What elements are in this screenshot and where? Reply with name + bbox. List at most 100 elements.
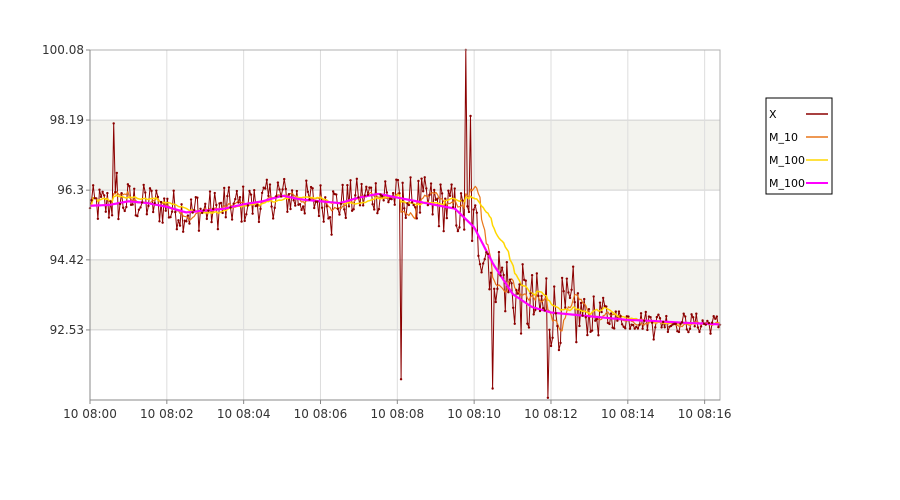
x-tick-label: 10 08:16 [678,407,732,421]
data-point [174,210,177,214]
data-point [690,313,693,316]
data-point [608,322,611,326]
data-point [324,196,327,199]
data-point [554,312,557,315]
data-point [202,209,205,212]
data-point [404,216,407,220]
data-point [303,212,306,215]
data-point [583,297,586,301]
data-point [420,177,423,180]
data-point [497,250,501,254]
data-point [379,193,382,196]
data-point [491,387,494,390]
data-point [455,224,458,227]
data-point [698,330,701,334]
data-point [189,198,193,201]
data-point [414,206,417,209]
data-point [110,214,114,217]
data-point [524,279,527,282]
data-point [330,233,333,236]
data-point [387,200,390,204]
data-point [562,290,565,293]
data-point [661,320,665,324]
data-point [483,257,486,261]
data-point [344,216,347,220]
data-point [91,184,95,187]
data-point [530,274,534,277]
data-point [532,313,535,316]
data-point [543,309,546,312]
data-point [451,205,455,209]
data-point [188,222,191,225]
data-point [628,327,632,330]
data-point [467,210,471,214]
data-point [715,315,719,318]
data-point [361,204,365,207]
data-point [567,291,570,294]
y-tick-label: 100.08 [42,43,84,57]
data-point [350,209,354,212]
data-point [568,296,572,300]
data-point [541,306,545,310]
data-point [357,196,360,199]
data-point [376,211,379,215]
data-point [609,312,613,315]
data-point [480,271,483,274]
legend-label: M_100 [769,177,805,190]
data-point [459,192,463,195]
y-tick-label: 94.42 [50,253,84,267]
data-point [663,326,666,329]
data-point [549,344,553,348]
data-point [339,202,343,206]
data-point [271,217,275,220]
data-point [406,202,409,205]
data-point [399,378,403,381]
data-point [466,205,469,208]
x-axis-ticks: 10 08:00 10 08:02 10 08:04 10 08:06 10 08:08… [63,400,731,421]
data-point [537,294,540,298]
data-point [513,322,516,326]
data-point [436,197,439,200]
data-point [442,229,445,233]
data-point [211,207,215,211]
data-point [706,319,709,323]
data-point [115,171,119,175]
data-point [347,205,351,208]
data-point [575,340,578,344]
data-point [193,208,196,212]
data-point [112,122,115,125]
data-point [614,310,617,313]
data-point [158,220,161,223]
data-point [704,323,707,326]
data-point [232,202,235,205]
data-point [98,188,101,191]
data-point [224,216,227,219]
data-point [425,187,428,190]
data-point [268,183,272,186]
data-point [696,326,700,329]
data-point [431,213,434,216]
data-point [355,177,359,181]
data-point [458,226,461,229]
data-point [398,192,401,195]
data-point [515,288,518,292]
data-point [518,283,521,286]
data-point [295,189,299,193]
data-point [463,228,466,231]
data-point [687,330,690,334]
data-point [453,187,456,190]
data-point [335,193,338,196]
data-point [117,217,120,221]
data-point [180,203,183,206]
x-tick-label: 10 08:00 [63,407,117,421]
data-point [270,205,273,208]
data-point [290,189,294,192]
data-point [207,209,210,212]
data-point [96,217,100,220]
data-point [437,224,441,228]
data-point [418,211,422,214]
data-point [230,218,234,221]
data-point [564,306,567,309]
data-point [246,204,250,207]
data-point [287,192,291,196]
